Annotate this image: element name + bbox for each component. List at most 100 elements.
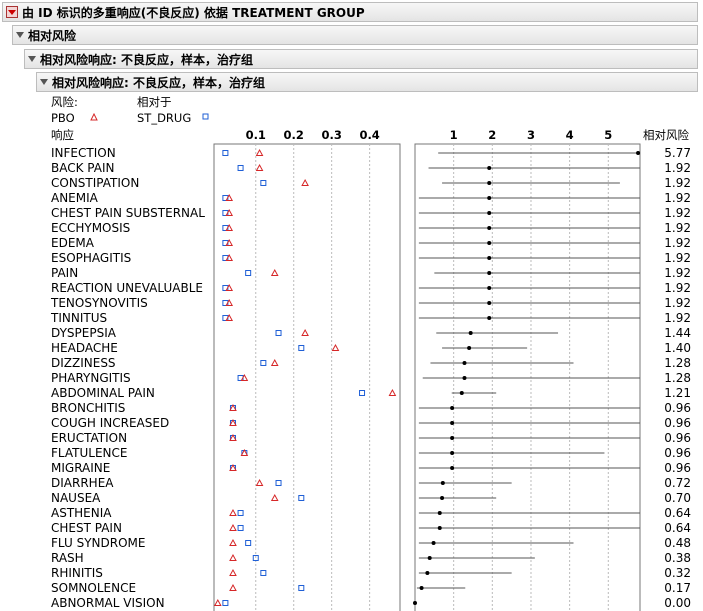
pbo-marker [255, 148, 264, 156]
relative-risk-point [419, 586, 424, 590]
response-category-label: EDEMA [51, 236, 95, 250]
st-drug-marker [237, 510, 244, 516]
relative-risk-point [437, 511, 442, 515]
subsection-response-bar[interactable]: 相对风险响应: 不良反应，样本，治疗组 [36, 72, 698, 92]
response-category-label: ERUCTATION [51, 431, 127, 445]
legend-pbo-label: PBO [51, 111, 75, 125]
relative-risk-value: 1.92 [664, 311, 691, 325]
relative-risk-column-header: 相对风险 [643, 128, 689, 142]
relative-risk-value: 0.72 [664, 476, 691, 490]
main-title-bar[interactable]: 由 ID 标识的多重响应(不良反应) 依据 TREATMENT GROUP [2, 2, 698, 22]
pbo-marker [229, 523, 237, 531]
response-category-label: ANEMIA [51, 191, 99, 205]
st-drug-marker [245, 270, 252, 276]
st-drug-marker [298, 345, 305, 351]
relative-risk-value: 0.32 [664, 566, 691, 580]
section-response-bar[interactable]: 相对风险响应: 不良反应，样本，治疗组 [24, 49, 698, 69]
pbo-marker [225, 208, 234, 216]
pbo-marker [255, 478, 264, 486]
legend-pbo-triangle-icon [90, 113, 98, 121]
pbo-marker [225, 313, 234, 321]
response-category-label: CHEST PAIN SUBSTERNAL [51, 206, 205, 220]
relative-risk-tick-label: 4 [566, 128, 574, 142]
legend-st-drug-square-icon [202, 113, 209, 120]
pbo-marker [229, 418, 237, 426]
response-category-label: HEADACHE [51, 341, 118, 355]
relative-risk-value: 1.28 [664, 371, 691, 385]
relative-risk-value: 0.48 [664, 536, 691, 550]
menu-dropdown-icon[interactable] [6, 6, 18, 18]
pbo-marker [229, 568, 237, 576]
relative-risk-value: 0.96 [664, 431, 691, 445]
relative-risk-tick-label: 2 [488, 128, 496, 142]
response-category-label: ABNORMAL VISION [51, 596, 165, 610]
main-title: 由 ID 标识的多重响应(不良反应) 依据 TREATMENT GROUP [22, 5, 365, 20]
relative-risk-point [440, 481, 445, 485]
relative-risk-value: 1.92 [664, 206, 691, 220]
response-category-label: BRONCHITIS [51, 401, 125, 415]
st-drug-marker [359, 390, 366, 396]
section-response-title: 相对风险响应: 不良反应，样本，治疗组 [40, 52, 253, 67]
relative-risk-point [450, 421, 455, 425]
subsection-response-title: 相对风险响应: 不良反应，样本，治疗组 [52, 75, 265, 90]
relative-risk-point [636, 151, 641, 155]
relative-risk-value: 0.38 [664, 551, 691, 565]
relative-to-label: 相对于 [137, 95, 172, 109]
response-category-label: CONSTIPATION [51, 176, 139, 190]
relative-risk-value: 0.00 [664, 596, 691, 610]
st-drug-marker [260, 570, 267, 576]
st-drug-marker [222, 150, 229, 156]
relative-risk-value: 1.44 [664, 326, 691, 340]
st-drug-marker [245, 540, 252, 546]
relative-risk-value: 0.70 [664, 491, 691, 505]
relative-risk-point [450, 466, 455, 470]
response-category-label: COUGH INCREASED [51, 416, 169, 430]
relative-risk-value: 1.92 [664, 221, 691, 235]
response-column-header: 响应 [51, 128, 74, 142]
st-drug-marker [275, 330, 282, 336]
response-category-label: FLU SYNDROME [51, 536, 145, 550]
relative-risk-value: 1.92 [664, 266, 691, 280]
legend-st-drug-label: ST_DRUG [137, 111, 192, 125]
relative-risk-value: 0.64 [664, 506, 691, 520]
collapse-icon[interactable] [16, 32, 24, 38]
st-drug-marker [260, 360, 267, 366]
response-category-label: PHARYNGITIS [51, 371, 131, 385]
relative-risk-value: 1.92 [664, 191, 691, 205]
pbo-marker [240, 448, 249, 456]
response-category-label: ECCHYMOSIS [51, 221, 130, 235]
relative-risk-point [431, 541, 436, 545]
relative-risk-value: 0.96 [664, 461, 691, 475]
response-category-label: RHINITIS [51, 566, 103, 580]
collapse-icon[interactable] [28, 56, 36, 62]
pbo-marker [301, 178, 309, 186]
relative-risk-point [487, 226, 492, 230]
pbo-marker [229, 583, 237, 591]
pbo-marker [213, 598, 222, 606]
probability-tick-label: 0.4 [359, 128, 379, 142]
relative-risk-point [450, 451, 455, 455]
relative-risk-point [462, 376, 467, 380]
pbo-marker [270, 268, 279, 276]
pbo-marker [229, 508, 237, 516]
pbo-marker [301, 328, 309, 336]
relative-risk-point [487, 196, 492, 200]
relative-risk-value: 1.92 [664, 161, 691, 175]
response-category-label: INFECTION [51, 146, 116, 160]
relative-risk-point [487, 256, 492, 260]
relative-risk-point [427, 556, 432, 560]
response-category-label: ABDOMINAL PAIN [51, 386, 155, 400]
st-drug-marker [237, 525, 244, 531]
relative-risk-value: 1.92 [664, 281, 691, 295]
st-drug-marker [275, 480, 282, 486]
collapse-icon[interactable] [40, 79, 48, 85]
relative-risk-point [487, 211, 492, 215]
relative-risk-point [487, 166, 492, 170]
probability-tick-label: 0.1 [246, 128, 266, 142]
response-category-label: REACTION UNEVALUABLE [51, 281, 203, 295]
probability-tick-label: 0.3 [321, 128, 341, 142]
relative-risk-value: 1.40 [664, 341, 691, 355]
section-relative-risk-bar[interactable]: 相对风险 [12, 25, 698, 45]
relative-risk-point [413, 601, 417, 605]
